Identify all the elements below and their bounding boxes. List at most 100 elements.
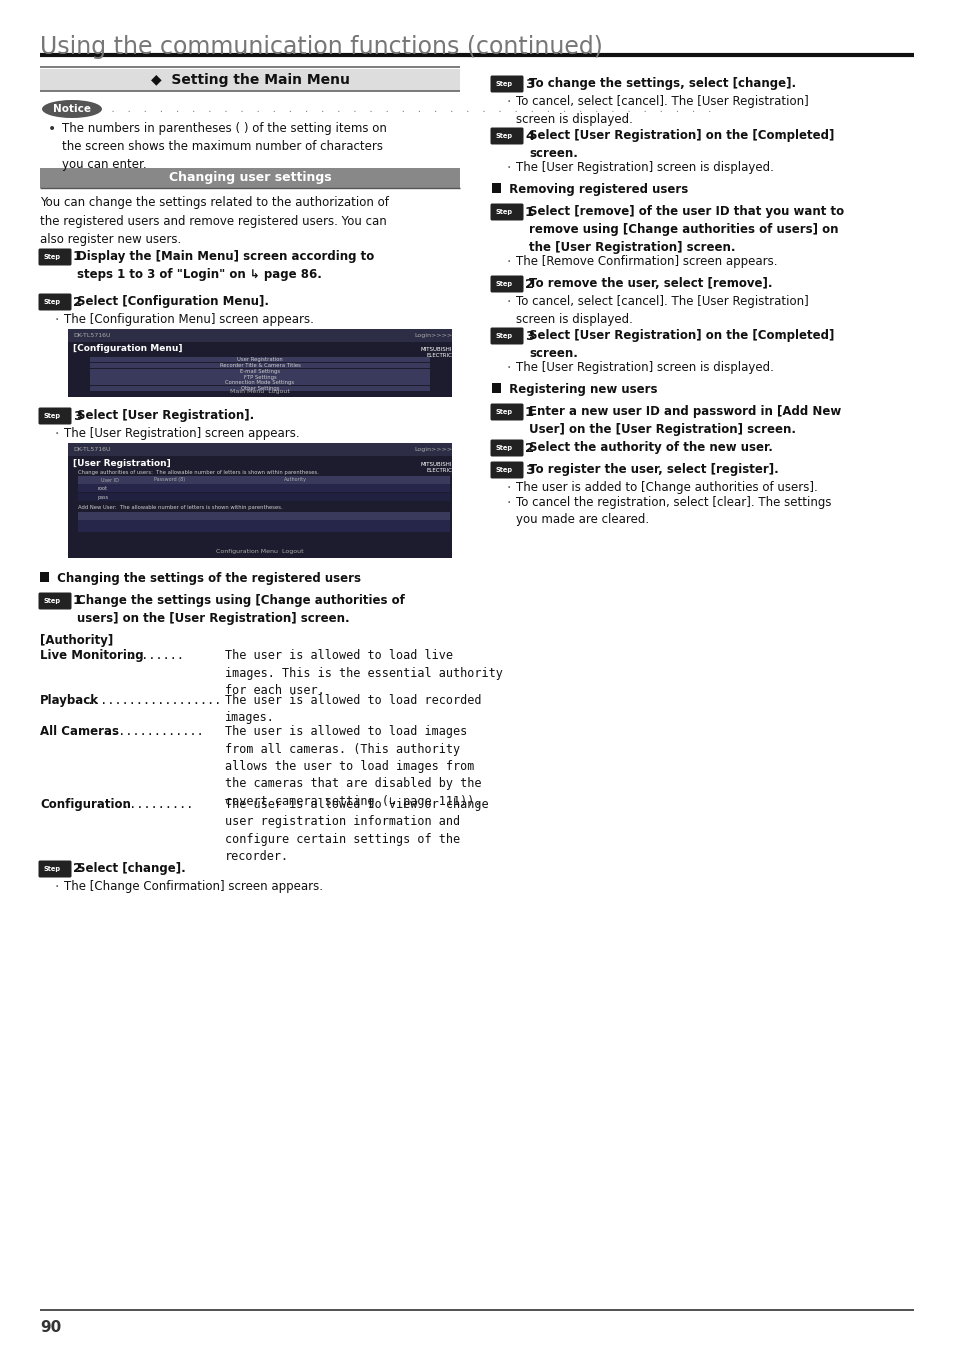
Bar bbox=[90, 374, 430, 380]
Bar bbox=[40, 69, 459, 91]
Text: ◆  Setting the Main Menu: ◆ Setting the Main Menu bbox=[151, 73, 349, 86]
Text: 3: 3 bbox=[73, 409, 82, 423]
FancyBboxPatch shape bbox=[490, 127, 523, 145]
Text: Notice: Notice bbox=[53, 104, 91, 113]
Bar bbox=[40, 571, 49, 582]
Text: MITSUBISHI
ELECTRIC: MITSUBISHI ELECTRIC bbox=[420, 347, 452, 358]
Text: 3: 3 bbox=[524, 330, 534, 343]
Text: MITSUBISHI
ELECTRIC: MITSUBISHI ELECTRIC bbox=[420, 462, 452, 473]
FancyBboxPatch shape bbox=[490, 327, 523, 345]
Bar bbox=[78, 512, 450, 520]
Text: 3: 3 bbox=[524, 463, 534, 477]
Bar bbox=[68, 330, 452, 397]
Text: The [Change Confirmation] screen appears.: The [Change Confirmation] screen appears… bbox=[64, 880, 323, 893]
Text: Step: Step bbox=[496, 467, 513, 473]
Text: Configuration Menu  Logout: Configuration Menu Logout bbox=[216, 550, 303, 554]
Text: Select [Configuration Menu].: Select [Configuration Menu]. bbox=[77, 295, 269, 308]
Text: The [Remove Confirmation] screen appears.: The [Remove Confirmation] screen appears… bbox=[516, 255, 777, 267]
Bar bbox=[68, 443, 452, 558]
Text: ·: · bbox=[506, 255, 511, 269]
Text: Step: Step bbox=[44, 598, 61, 604]
Text: Add New User:  The allowable number of letters is shown within parentheses.: Add New User: The allowable number of le… bbox=[78, 505, 282, 509]
Text: pass: pass bbox=[98, 494, 109, 500]
Bar bbox=[78, 520, 450, 532]
Text: ·: · bbox=[55, 313, 59, 327]
Text: 1: 1 bbox=[73, 594, 82, 608]
Bar bbox=[90, 369, 430, 374]
Text: ·: · bbox=[506, 161, 511, 176]
Bar bbox=[78, 476, 450, 484]
Text: Change authorities of users:  The allowable number of letters is shown within pa: Change authorities of users: The allowab… bbox=[78, 470, 318, 476]
Text: Step: Step bbox=[496, 209, 513, 215]
Text: Main Menu  Logout: Main Menu Logout bbox=[230, 389, 290, 394]
Text: 2: 2 bbox=[524, 277, 534, 290]
FancyBboxPatch shape bbox=[38, 593, 71, 609]
Text: To cancel, select [cancel]. The [User Registration]
screen is displayed.: To cancel, select [cancel]. The [User Re… bbox=[516, 295, 808, 326]
Text: The user is allowed to load images
from all cameras. (This authority
allows the : The user is allowed to load images from … bbox=[225, 725, 481, 808]
Text: The user is added to [Change authorities of users].: The user is added to [Change authorities… bbox=[516, 481, 817, 494]
Bar bbox=[78, 493, 450, 501]
Text: 1: 1 bbox=[524, 405, 534, 419]
Text: Registering new users: Registering new users bbox=[504, 382, 657, 396]
Text: To cancel the registration, select [clear]. The settings
you made are cleared.: To cancel the registration, select [clea… bbox=[516, 496, 831, 527]
FancyBboxPatch shape bbox=[490, 76, 523, 92]
Text: Enter a new user ID and password in [Add New
User] on the [User Registration] sc: Enter a new user ID and password in [Add… bbox=[529, 405, 841, 436]
Text: Step: Step bbox=[496, 281, 513, 286]
Text: Select [User Registration] on the [Completed]
screen.: Select [User Registration] on the [Compl… bbox=[529, 330, 834, 359]
Text: 1: 1 bbox=[524, 205, 534, 219]
Text: root: root bbox=[98, 485, 108, 490]
Text: The [User Registration] screen appears.: The [User Registration] screen appears. bbox=[64, 427, 299, 440]
FancyBboxPatch shape bbox=[38, 861, 71, 878]
Bar bbox=[68, 330, 452, 342]
Text: ·: · bbox=[506, 95, 511, 109]
Text: •: • bbox=[48, 122, 56, 136]
Bar bbox=[90, 386, 430, 392]
Text: ·: · bbox=[506, 481, 511, 494]
Text: 2: 2 bbox=[524, 442, 534, 454]
Text: To cancel, select [cancel]. The [User Registration]
screen is displayed.: To cancel, select [cancel]. The [User Re… bbox=[516, 95, 808, 126]
Text: The numbers in parentheses ( ) of the setting items on
the screen shows the maxi: The numbers in parentheses ( ) of the se… bbox=[62, 122, 387, 172]
Text: E-mail Settings: E-mail Settings bbox=[240, 369, 280, 374]
Text: Select [User Registration].: Select [User Registration]. bbox=[77, 409, 254, 422]
Bar bbox=[78, 484, 450, 492]
FancyBboxPatch shape bbox=[490, 204, 523, 220]
Text: [Configuration Menu]: [Configuration Menu] bbox=[73, 345, 182, 353]
Text: Configuration: Configuration bbox=[40, 798, 131, 811]
Text: ·: · bbox=[506, 361, 511, 376]
Text: The [Configuration Menu] screen appears.: The [Configuration Menu] screen appears. bbox=[64, 313, 314, 326]
Text: Live Monitoring: Live Monitoring bbox=[40, 648, 144, 662]
FancyBboxPatch shape bbox=[490, 462, 523, 478]
Text: The user is allowed to load live
images. This is the essential authority
for eac: The user is allowed to load live images.… bbox=[225, 648, 502, 697]
Bar bbox=[90, 380, 430, 385]
Bar bbox=[90, 357, 430, 362]
Text: To change the settings, select [change].: To change the settings, select [change]. bbox=[529, 77, 796, 91]
Text: 1: 1 bbox=[73, 250, 82, 263]
Text: 2: 2 bbox=[73, 296, 82, 308]
Text: To register the user, select [register].: To register the user, select [register]. bbox=[529, 463, 778, 476]
Text: Playback: Playback bbox=[40, 694, 99, 707]
Text: ...................: ................... bbox=[87, 694, 221, 707]
Text: Select [User Registration] on the [Completed]
screen.: Select [User Registration] on the [Compl… bbox=[529, 128, 834, 159]
FancyBboxPatch shape bbox=[38, 293, 71, 311]
Text: Login>>>>: Login>>>> bbox=[414, 332, 452, 338]
Text: Login>>>>: Login>>>> bbox=[414, 447, 452, 453]
Text: [Authority]: [Authority] bbox=[40, 634, 113, 647]
Text: 90: 90 bbox=[40, 1320, 61, 1335]
Text: Changing the settings of the registered users: Changing the settings of the registered … bbox=[53, 571, 360, 585]
Text: DK-TL5716U: DK-TL5716U bbox=[73, 447, 111, 453]
Text: ..............: .............. bbox=[104, 725, 203, 738]
Text: ·: · bbox=[506, 295, 511, 309]
Text: Step: Step bbox=[496, 444, 513, 451]
Text: Other Settings: Other Settings bbox=[240, 386, 279, 390]
Text: ·: · bbox=[55, 427, 59, 440]
Text: DK-TL5716U: DK-TL5716U bbox=[73, 332, 111, 338]
Text: FTP Settings: FTP Settings bbox=[243, 374, 276, 380]
Text: Recorder Title & Camera Titles: Recorder Title & Camera Titles bbox=[219, 363, 300, 367]
Text: All Cameras: All Cameras bbox=[40, 725, 119, 738]
Text: User ID: User ID bbox=[101, 477, 119, 482]
Text: Step: Step bbox=[44, 254, 61, 259]
Text: Step: Step bbox=[496, 332, 513, 339]
Text: You can change the settings related to the authorization of
the registered users: You can change the settings related to t… bbox=[40, 196, 389, 246]
FancyBboxPatch shape bbox=[38, 408, 71, 424]
Text: Changing user settings: Changing user settings bbox=[169, 172, 331, 185]
